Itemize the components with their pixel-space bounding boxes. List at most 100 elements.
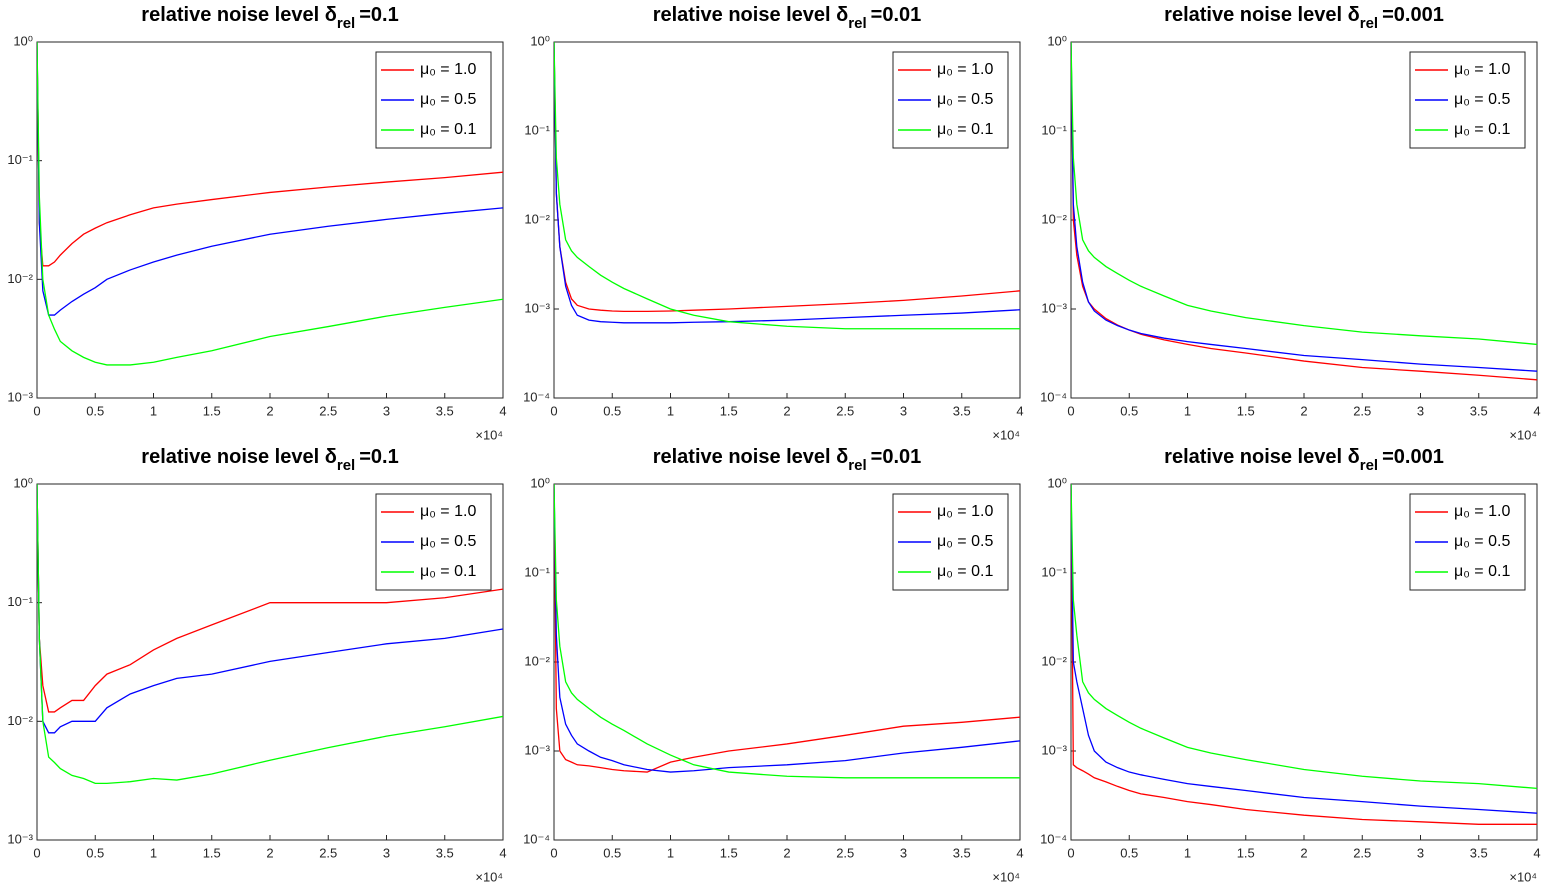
x-tick-label: 2.5	[1353, 845, 1371, 860]
x-tick-label: 3	[383, 403, 390, 418]
y-tick-label: 10⁻³	[1041, 300, 1067, 315]
x-tick-label: 0.5	[86, 845, 104, 860]
y-tick-label: 10⁻⁴	[523, 389, 550, 404]
y-tick-label: 10⁻¹	[524, 564, 550, 579]
title-text: relative noise level δ	[653, 4, 849, 26]
y-tick-label: 10⁻³	[7, 389, 33, 404]
y-tick-label: 10⁻²	[7, 713, 33, 728]
x-exponent-label: ×10⁴	[992, 869, 1020, 884]
chart-title: relative noise level δrel =0.001	[1164, 446, 1444, 474]
legend-label: μ₀ = 0.5	[1454, 91, 1510, 108]
series-line	[37, 42, 503, 267]
x-tick-label: 1	[150, 403, 157, 418]
title-text: relative noise level δ	[141, 4, 337, 26]
x-tick-label: 3.5	[953, 403, 971, 418]
subplot: relative noise level δrel =0.001 0 0.5 1 1.5 2…	[1040, 4, 1541, 442]
title-text: relative noise level δ	[1164, 4, 1360, 26]
x-tick-label: 3.5	[436, 403, 454, 418]
title-subscript: rel	[848, 457, 866, 474]
title-subscript: rel	[1360, 457, 1378, 474]
x-tick-label: 1	[150, 845, 157, 860]
title-subscript: rel	[337, 457, 355, 474]
series-line	[1071, 42, 1537, 346]
legend-label: μ₀ = 0.5	[420, 533, 476, 550]
legend-label: μ₀ = 0.1	[1454, 121, 1510, 138]
legend-label: μ₀ = 0.1	[420, 563, 476, 580]
x-tick-label: 0	[1067, 845, 1074, 860]
legend-label: μ₀ = 1.0	[420, 503, 476, 520]
x-tick-label: 2	[1300, 845, 1307, 860]
x-tick-label: 4	[1533, 403, 1540, 418]
title-suffix: =0.1	[359, 4, 398, 26]
series-line	[1071, 484, 1537, 814]
x-tick-label: 4	[1016, 403, 1023, 418]
x-tick-label: 0	[33, 403, 40, 418]
legend-label: μ₀ = 1.0	[937, 503, 993, 520]
x-tick-label: 1	[1184, 845, 1191, 860]
series-line	[37, 484, 503, 785]
series-line	[554, 42, 1020, 330]
x-tick-label: 2.5	[319, 845, 337, 860]
y-tick-label: 10⁻³	[7, 831, 33, 846]
x-tick-label: 2	[1300, 403, 1307, 418]
subplot: relative noise level δrel =0.001 0 0.5 1 1.5 2…	[1040, 446, 1541, 884]
series-line	[554, 484, 1020, 779]
y-tick-label: 10⁻³	[524, 742, 550, 757]
x-tick-label: 2	[783, 403, 790, 418]
y-tick-label: 10⁻²	[524, 211, 550, 226]
x-tick-label: 3.5	[436, 845, 454, 860]
title-text: relative noise level δ	[653, 446, 849, 468]
chart-title: relative noise level δrel =0.01	[653, 446, 922, 474]
y-tick-label: 10⁻¹	[7, 594, 33, 609]
y-tick-label: 10⁻³	[1041, 742, 1067, 757]
y-tick-label: 10⁻¹	[7, 152, 33, 167]
y-tick-label: 10⁰	[530, 475, 550, 490]
chart-title: relative noise level δrel =0.1	[141, 4, 398, 32]
title-subscript: rel	[848, 15, 866, 32]
legend-label: μ₀ = 1.0	[1454, 61, 1510, 78]
legend-label: μ₀ = 0.5	[937, 91, 993, 108]
x-tick-label: 2.5	[319, 403, 337, 418]
x-exponent-label: ×10⁴	[1509, 427, 1537, 442]
x-tick-label: 0	[1067, 403, 1074, 418]
chart-title: relative noise level δrel =0.01	[653, 4, 922, 32]
x-tick-label: 1	[1184, 403, 1191, 418]
y-tick-label: 10⁰	[530, 33, 550, 48]
series-line	[1071, 42, 1537, 372]
x-exponent-label: ×10⁴	[992, 427, 1020, 442]
x-tick-label: 4	[499, 845, 506, 860]
x-tick-label: 0.5	[86, 403, 104, 418]
subplot: relative noise level δrel =0.01 0 0.5 1 1.5 2 2…	[523, 446, 1024, 884]
x-tick-label: 0.5	[1120, 845, 1138, 860]
y-tick-label: 10⁻⁴	[1040, 831, 1067, 846]
y-tick-label: 10⁻¹	[524, 122, 550, 137]
title-suffix: =0.001	[1382, 4, 1444, 26]
y-tick-label: 10⁰	[13, 475, 33, 490]
x-tick-label: 2	[783, 845, 790, 860]
subplot: relative noise level δrel =0.1 0 0.5 1 1.5 2 2.…	[7, 446, 506, 884]
y-tick-label: 10⁰	[1047, 475, 1067, 490]
subplot: relative noise level δrel =0.01 0 0.5 1 1.5 2 2…	[523, 4, 1024, 442]
title-text: relative noise level δ	[141, 446, 337, 468]
x-tick-label: 2	[266, 403, 273, 418]
x-tick-label: 2.5	[1353, 403, 1371, 418]
x-tick-label: 0	[33, 845, 40, 860]
x-tick-label: 4	[499, 403, 506, 418]
x-tick-label: 1	[667, 403, 674, 418]
legend-label: μ₀ = 1.0	[1454, 503, 1510, 520]
series-line	[554, 484, 1020, 773]
x-tick-label: 3	[1417, 403, 1424, 418]
title-suffix: =0.01	[871, 446, 922, 468]
legend-label: μ₀ = 1.0	[937, 61, 993, 78]
y-tick-label: 10⁻¹	[1041, 122, 1067, 137]
legend-label: μ₀ = 0.1	[420, 121, 476, 138]
chart-title: relative noise level δrel =0.1	[141, 446, 398, 474]
title-subscript: rel	[337, 15, 355, 32]
y-tick-label: 10⁻²	[1041, 653, 1067, 668]
y-tick-label: 10⁻²	[524, 653, 550, 668]
legend-label: μ₀ = 1.0	[420, 61, 476, 78]
x-tick-label: 3	[1417, 845, 1424, 860]
x-exponent-label: ×10⁴	[475, 869, 503, 884]
title-suffix: =0.01	[871, 4, 922, 26]
